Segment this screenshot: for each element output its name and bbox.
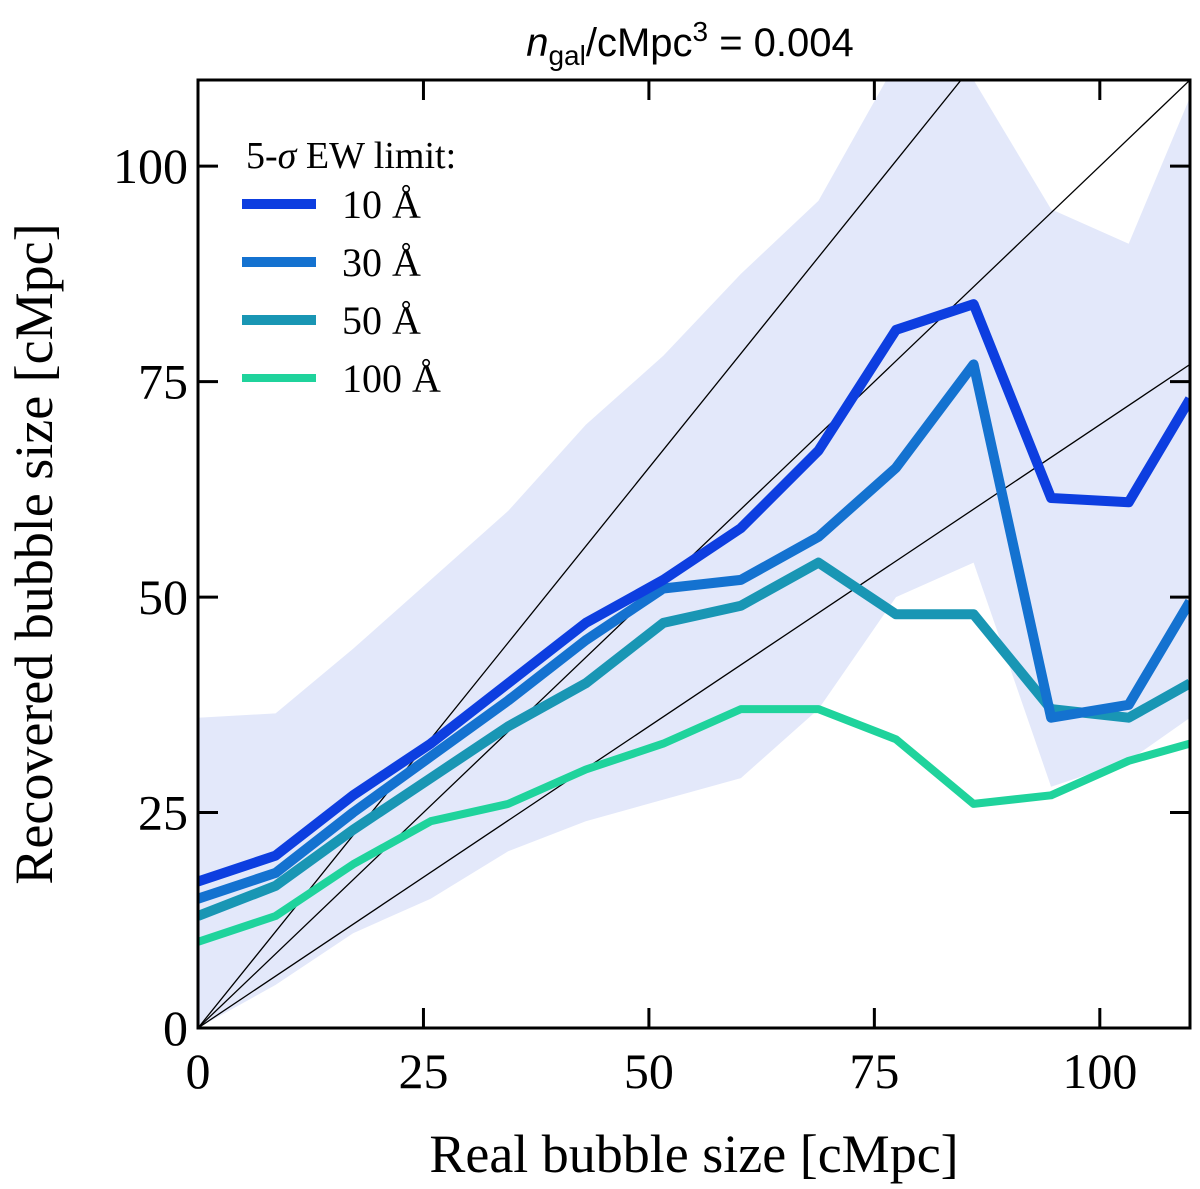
series-line-100-Å (198, 705, 1190, 946)
legend-label: 100 Å (342, 356, 441, 401)
x-tick-label: 100 (1062, 1043, 1137, 1099)
legend-label: 50 Å (342, 298, 421, 343)
x-tick-label: 75 (849, 1043, 899, 1099)
legend-label: 10 Å (342, 182, 421, 227)
plot-area (198, 80, 1190, 1028)
y-tick-label: 100 (113, 138, 188, 194)
y-tick-label: 75 (138, 354, 188, 410)
y-tick-label: 50 (138, 569, 188, 625)
x-tick-label: 25 (398, 1043, 448, 1099)
series-line-30-Å (198, 359, 1190, 904)
x-tick-label: 50 (624, 1043, 674, 1099)
series-line-50-Å (198, 557, 1190, 921)
series-line-10-Å (198, 299, 1190, 887)
legend-label: 30 Å (342, 240, 421, 285)
y-tick-label: 25 (138, 785, 188, 841)
legend: 5-σ EW limit: 10 Å 30 Å 50 Å 100 Å (242, 135, 456, 401)
reference-line-0.7x (198, 363, 1190, 1028)
x-axis-label: Real bubble size [cMpc] (429, 1124, 958, 1184)
legend-title: 5-σ EW limit: (246, 135, 456, 177)
series-lines (198, 299, 1190, 946)
x-tick-label: 0 (186, 1043, 211, 1099)
legend-entries: 10 Å 30 Å 50 Å 100 Å (242, 182, 441, 401)
axes-frame (196, 78, 1192, 1030)
x-ticks: 0 25 50 75 100 (186, 80, 1137, 1099)
y-ticks: 0 25 50 75 100 (113, 138, 1190, 1056)
chart-title: ngal/cMpc3 = 0.004 (526, 16, 854, 71)
y-tick-label: 0 (163, 1000, 188, 1056)
y-axis-label: Recovered bubble size [cMpc] (4, 223, 64, 884)
